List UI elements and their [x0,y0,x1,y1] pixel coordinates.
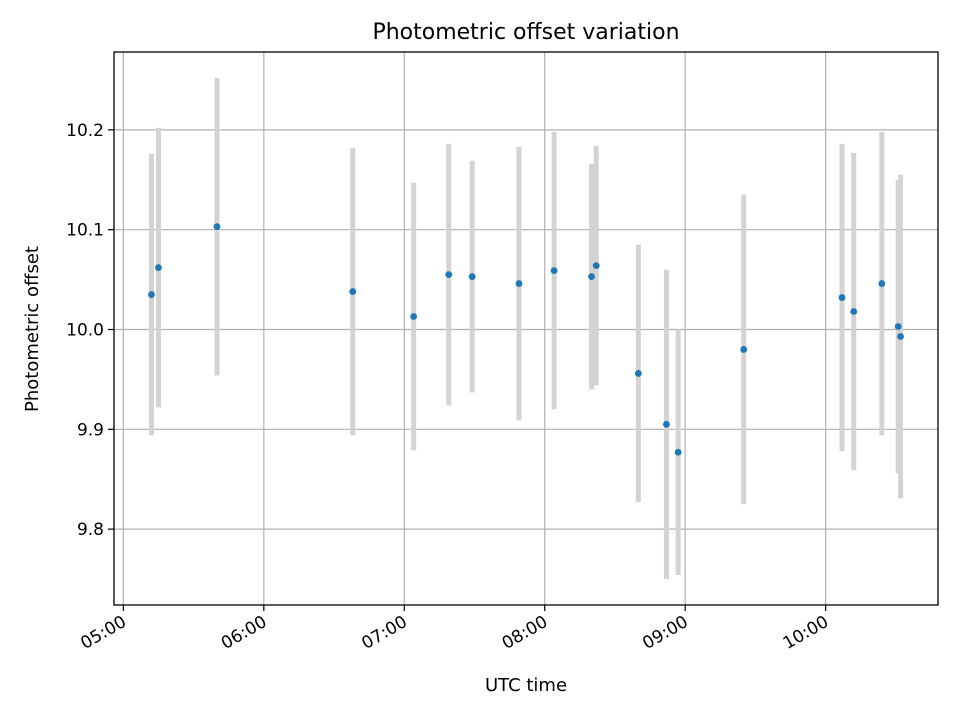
x-axis-label: UTC time [485,675,567,696]
data-point [663,420,670,428]
y-tick-label: 10.2 [66,121,104,141]
data-point [634,370,642,377]
data-points [148,223,904,456]
y-tick-label: 9.8 [77,520,104,540]
data-point [850,308,858,315]
data-point [592,262,600,270]
data-point [588,273,595,280]
plot-frame [113,51,939,606]
data-point [213,223,221,231]
data-point [410,313,418,320]
y-tick-label: 9.9 [77,420,104,440]
grid [114,52,938,605]
data-point [838,294,846,301]
data-point [894,323,902,330]
data-point [878,280,886,287]
y-tick-label: 10.1 [66,221,104,241]
data-point [740,346,748,353]
data-point [468,273,476,280]
data-point [674,448,682,456]
data-point [445,271,453,278]
y-axis-ticks: 9.8 9.9 10.0 10.1 10.2 [66,121,114,540]
data-point [349,288,357,295]
data-point [515,280,523,287]
data-point [155,264,162,272]
chart-title: Photometric offset variation [372,20,679,45]
y-axis-label: Photometric offset [22,246,43,412]
data-point [897,333,904,340]
y-tick-label: 10.0 [66,320,104,340]
data-point [550,267,558,275]
data-point [148,291,155,298]
